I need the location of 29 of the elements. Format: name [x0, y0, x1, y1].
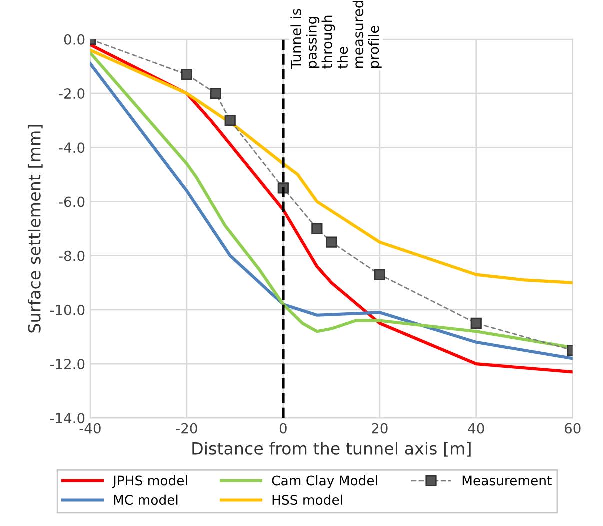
- x-tick-label: 60: [564, 423, 581, 434]
- y-tick-label: -2.0: [59, 88, 85, 100]
- legend-label: HSS model: [272, 494, 342, 506]
- legend-label: Measurement: [462, 476, 552, 486]
- y-tick-label: -6.0: [59, 196, 85, 208]
- x-axis-title: Distance from the tunnel axis [m]: [192, 442, 471, 457]
- x-tick-label: -40: [80, 423, 101, 434]
- x-tick-label: 40: [468, 423, 484, 434]
- y-axis-title: Surface settlement [mm]: [28, 125, 43, 333]
- x-tick-label: 0: [280, 423, 287, 434]
- point: [210, 88, 222, 100]
- point: [326, 236, 338, 248]
- y-tick-label: -8.0: [59, 250, 85, 262]
- y-tick-label: -10.0: [50, 304, 85, 316]
- legend-label: JPHS model: [112, 475, 188, 488]
- y-tick-label: -12.0: [50, 359, 85, 370]
- point: [224, 115, 236, 126]
- ref-line-label: Tunnel is passing through the measured profile: [290, 1, 382, 70]
- y-tick-label: -4.0: [59, 142, 85, 154]
- point: [181, 69, 192, 80]
- point: [312, 223, 323, 234]
- x-tick-label: -20: [176, 423, 198, 434]
- x-tick-label: 20: [372, 423, 388, 434]
- point: [470, 318, 482, 330]
- point: [374, 269, 386, 280]
- y-tick-label: 0.0: [64, 34, 85, 45]
- y-tick-label: -14.0: [50, 413, 85, 424]
- legend-label: MC model: [114, 494, 178, 506]
- legend-label: Cam Clay Model: [272, 475, 378, 488]
